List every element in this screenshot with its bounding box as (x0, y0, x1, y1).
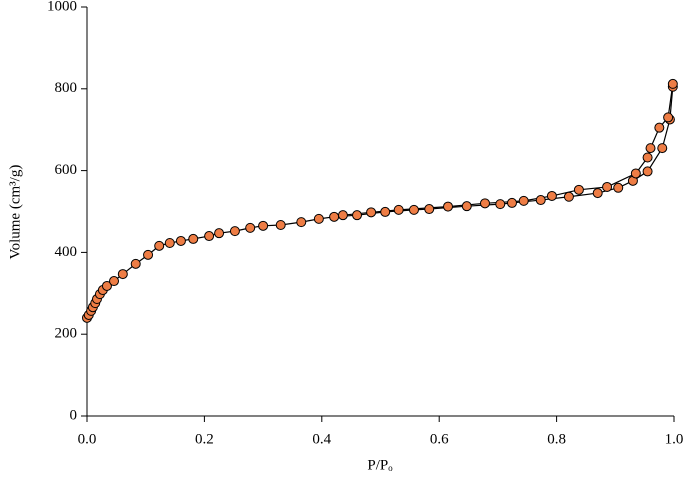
data-point (535, 195, 546, 206)
data-point (117, 269, 128, 280)
y-axis-label: Volume (cm³/g) (7, 165, 23, 260)
data-point (214, 228, 225, 239)
data-point (229, 226, 240, 237)
x-tick-label: 0.4 (312, 431, 331, 447)
data-point (313, 213, 324, 224)
data-point (546, 190, 557, 201)
x-tick-label: 0.6 (430, 431, 449, 447)
data-point (366, 207, 377, 218)
y-tick-label: 1000 (47, 0, 77, 14)
isotherm-line (342, 83, 674, 216)
data-point (296, 217, 307, 228)
data-point (479, 198, 490, 209)
data-point (275, 219, 286, 230)
data-point (443, 201, 454, 212)
y-tick-label: 200 (55, 326, 78, 342)
data-point (592, 188, 603, 199)
x-axis-label: P/Pₒ (367, 457, 393, 473)
x-tick-label: 1.0 (665, 431, 684, 447)
data-point (563, 191, 574, 202)
data-point (461, 201, 472, 212)
data-point (408, 204, 419, 215)
data-point (424, 204, 435, 215)
data-point (188, 233, 199, 244)
data-point (245, 222, 256, 233)
data-point (101, 280, 112, 291)
data-point (657, 143, 668, 154)
data-point (329, 211, 340, 222)
data-point (495, 199, 506, 210)
data-point (154, 240, 165, 251)
data-point (143, 249, 154, 260)
data-point (654, 122, 665, 133)
data-point (663, 112, 674, 123)
data-point (642, 166, 653, 177)
data-point (130, 258, 141, 269)
data-point (380, 206, 391, 217)
data-point (164, 237, 175, 248)
data-point (337, 210, 348, 221)
data-point (642, 152, 653, 163)
data-point (602, 181, 613, 192)
data-point (667, 78, 678, 89)
y-tick-label: 600 (55, 162, 78, 178)
data-point (613, 182, 624, 193)
data-point (573, 184, 584, 195)
data-point (175, 235, 186, 246)
y-tick-label: 800 (55, 80, 78, 96)
x-tick-label: 0.0 (78, 431, 97, 447)
data-point (630, 168, 641, 179)
data-point (204, 231, 215, 242)
data-point (506, 197, 517, 208)
data-point (352, 210, 363, 221)
y-tick-label: 400 (55, 244, 78, 260)
data-point (258, 220, 269, 231)
y-tick-label: 0 (70, 407, 78, 423)
data-point (109, 276, 120, 287)
x-tick-label: 0.2 (195, 431, 214, 447)
isotherm-line (86, 86, 674, 319)
data-point (393, 204, 404, 215)
data-point (645, 143, 656, 154)
data-point (518, 195, 529, 206)
x-tick-label: 0.8 (547, 431, 566, 447)
